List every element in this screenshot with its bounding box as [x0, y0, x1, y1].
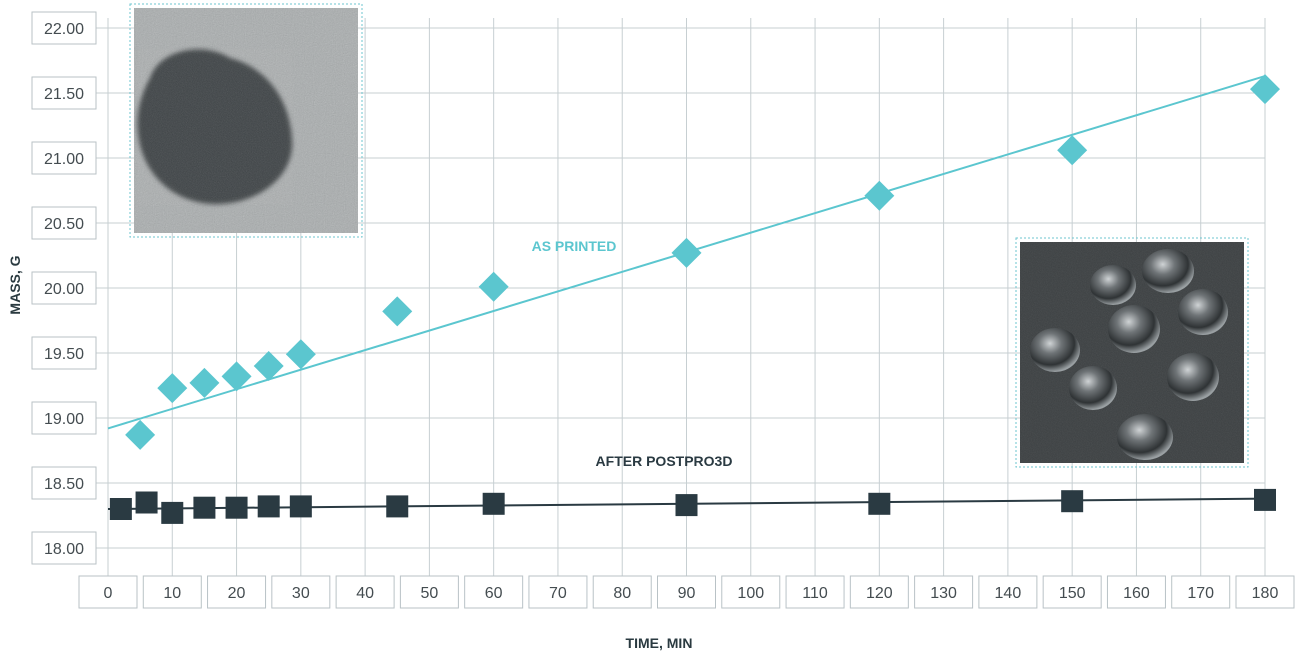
data-point-diamond	[221, 361, 252, 392]
y-tick-box	[31, 401, 97, 435]
x-axis-title: TIME, MIN	[626, 635, 693, 651]
data-point-diamond	[1057, 135, 1088, 166]
x-tick-label: 180	[1252, 585, 1279, 602]
x-tick-label: 140	[995, 585, 1022, 602]
series-label-as-printed: AS PRINTED	[532, 238, 617, 254]
data-point-diamond	[189, 367, 220, 398]
y-tick-label: 20.50	[44, 216, 84, 233]
x-tick-box	[1171, 575, 1231, 609]
x-tick-label: 120	[866, 585, 893, 602]
y-tick-box	[31, 336, 97, 370]
x-tick-box	[785, 575, 845, 609]
y-tick-box	[31, 141, 97, 175]
y-tick-box	[31, 206, 97, 240]
data-point-square	[257, 495, 280, 518]
x-tick-box	[1042, 575, 1102, 609]
y-tick-label: 21.50	[44, 86, 84, 103]
x-tick-label: 70	[549, 585, 567, 602]
x-tick-label: 30	[292, 585, 310, 602]
data-point-diamond	[382, 296, 413, 327]
data-point-diamond	[285, 339, 316, 370]
y-tick-label: 22.00	[44, 21, 84, 38]
data-point-diamond	[671, 237, 702, 268]
data-point-square	[193, 496, 216, 519]
x-tick-label: 90	[678, 585, 696, 602]
x-tick-box	[1235, 575, 1295, 609]
y-tick-label: 19.50	[44, 346, 84, 363]
y-tick-box	[31, 271, 97, 305]
data-point-square	[482, 492, 505, 515]
data-point-diamond	[157, 373, 188, 404]
data-point-square	[109, 498, 132, 520]
x-tick-box	[914, 575, 974, 609]
water-droplets-photo	[1015, 237, 1249, 468]
x-tick-label: 20	[228, 585, 246, 602]
x-tick-box	[657, 575, 716, 609]
y-tick-box	[31, 466, 97, 500]
data-point-square	[135, 491, 158, 514]
y-tick-label: 18.50	[44, 476, 84, 493]
y-axis: 18.00 18.50 19.00 19.50 20.00 20.50 21.00 21.50…	[31, 11, 97, 565]
x-tick-label: 60	[485, 585, 503, 602]
y-tick-box	[31, 11, 97, 45]
x-tick-box	[78, 575, 138, 609]
data-point-square	[225, 496, 248, 519]
x-tick-label: 40	[356, 585, 374, 602]
x-tick-box	[207, 575, 267, 609]
droplets	[1030, 249, 1228, 460]
y-tick-box	[31, 531, 97, 565]
data-point-square	[386, 495, 409, 518]
y-tick-label: 20.00	[44, 281, 84, 298]
x-tick-label: 130	[930, 585, 957, 602]
data-point-square	[1061, 490, 1084, 513]
x-tick-label: 10	[163, 585, 181, 602]
x-tick-label: 0	[104, 585, 113, 602]
data-point-square	[161, 501, 184, 524]
y-tick-label: 19.00	[44, 411, 84, 428]
data-point-diamond	[478, 271, 509, 302]
x-tick-box	[142, 575, 202, 609]
x-tick-label: 150	[1059, 585, 1086, 602]
data-point-diamond	[125, 419, 156, 450]
x-tick-label: 100	[737, 585, 764, 602]
x-tick-box	[1106, 575, 1166, 609]
x-tick-box	[721, 575, 781, 609]
x-tick-box	[335, 575, 395, 609]
x-tick-label: 110	[802, 585, 828, 602]
data-point-square	[868, 492, 891, 515]
data-point-square	[289, 495, 312, 518]
x-tick-box	[528, 575, 588, 609]
series-label-after-postpro3d: AFTER POSTPRO3D	[596, 453, 733, 469]
x-tick-box	[399, 575, 459, 609]
series-as-printed	[107, 74, 1280, 450]
x-tick-label: 170	[1187, 585, 1214, 602]
y-axis-title: MASS, G	[7, 255, 23, 314]
data-point-square	[675, 494, 698, 517]
x-axis: 0 10 20 30 40 50 60 70 80 90 100 110 120 130 140 150 160…	[78, 575, 1295, 609]
x-tick-box	[271, 575, 331, 609]
y-tick-box	[31, 76, 97, 110]
x-tick-box	[978, 575, 1038, 609]
x-tick-box	[592, 575, 652, 609]
rough-surface-photo	[129, 3, 363, 238]
data-point-diamond	[864, 180, 895, 211]
x-tick-box	[849, 575, 909, 609]
data-point-square	[1254, 488, 1276, 511]
series-layer	[107, 74, 1280, 524]
x-tick-box	[464, 575, 524, 609]
data-point-diamond	[253, 351, 284, 381]
x-tick-label: 80	[613, 585, 631, 602]
data-point-diamond	[1250, 74, 1280, 105]
series-after-postpro3d	[107, 488, 1276, 524]
y-tick-label: 21.00	[44, 151, 84, 168]
y-tick-label: 18.00	[44, 541, 84, 558]
x-tick-label: 160	[1123, 585, 1150, 602]
x-tick-label: 50	[420, 585, 438, 602]
